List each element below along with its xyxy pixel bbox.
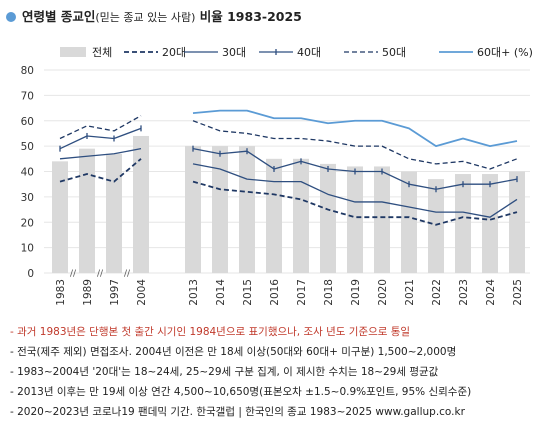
legend-label: 50대 xyxy=(382,46,406,59)
title-sub: (믿는 종교 있는 사람) xyxy=(95,11,196,24)
series-line-4-1 xyxy=(192,109,518,148)
x-tick-label: 1997 xyxy=(109,279,121,306)
bar-1989 xyxy=(79,148,95,273)
bar-2019 xyxy=(347,166,363,273)
series-line-0-0 xyxy=(59,158,142,183)
axis-break-mark: // xyxy=(124,269,131,279)
x-tick-label: 1989 xyxy=(82,279,94,306)
legend: 전체 20대 30대 40대 50대 60대+ (%) xyxy=(60,46,533,59)
series-line-3-0 xyxy=(59,115,142,140)
bar-2022 xyxy=(428,179,444,273)
legend-label: 전체 xyxy=(92,46,112,59)
y-tick-label: 0 xyxy=(27,268,34,280)
grid xyxy=(44,69,530,274)
series-line-3-1 xyxy=(192,120,518,170)
bar-2025 xyxy=(509,171,525,273)
title-main: 연령별 종교인 xyxy=(22,9,96,24)
bullet-icon xyxy=(6,12,16,22)
bars xyxy=(52,135,525,273)
x-tick-label: 2019 xyxy=(350,279,362,306)
bar-1997 xyxy=(106,153,122,273)
axis-break-mark: // xyxy=(70,269,77,279)
note-2: - 전국(제주 제외) 면접조사. 2004년 이전은 만 18세 이상(50대… xyxy=(10,346,457,358)
x-tick-label: 1983 xyxy=(55,279,67,306)
bar-2017 xyxy=(293,158,309,273)
bar-2023 xyxy=(455,174,471,273)
x-tick-label: 2020 xyxy=(377,279,389,306)
note-5: - 2020~2023년 코로나19 팬데믹 기간. 한국갤럽 | 한국인의 종… xyxy=(10,406,465,418)
x-tick-label: 2018 xyxy=(323,279,335,306)
y-tick-label: 20 xyxy=(21,217,34,229)
series-line-1-1 xyxy=(192,163,518,218)
note-4: - 2013년 이후는 만 19세 이상 연간 4,500~10,650명(표본… xyxy=(10,386,472,398)
bar-2013 xyxy=(185,146,201,273)
x-tick-label: 2025 xyxy=(512,279,524,306)
x-tick-label: 2004 xyxy=(136,279,148,306)
y-tick-label: 40 xyxy=(21,167,34,179)
axis-break-mark: // xyxy=(97,269,104,279)
x-tick-label: 2014 xyxy=(215,279,227,306)
legend-label: 60대+ (%) xyxy=(477,46,533,59)
y-tick-label: 80 xyxy=(21,65,34,77)
bar-2014 xyxy=(212,146,228,273)
bar-2004 xyxy=(133,135,149,273)
x-tick-label: 2024 xyxy=(485,279,497,306)
x-tick-label: 2021 xyxy=(404,279,416,306)
y-tick-label: 30 xyxy=(21,192,34,204)
series-line-2-0 xyxy=(59,127,142,150)
legend-swatch-bar xyxy=(60,47,86,57)
footnotes: - 과거 1983년은 단행본 첫 출간 시기인 1984년으로 표기했으나, … xyxy=(10,322,540,422)
series-line-0-1 xyxy=(192,180,518,226)
note-3: - 1983~2004년 '20대'는 18~24세, 25~29세 구분 집계… xyxy=(10,366,439,378)
lines xyxy=(59,109,518,226)
bar-2018 xyxy=(320,163,336,273)
y-tick-label: 10 xyxy=(21,243,34,255)
y-tick-label: 70 xyxy=(21,90,34,102)
note-1: - 과거 1983년은 단행본 첫 출간 시기인 1984년으로 표기했으나, … xyxy=(10,326,411,338)
bar-2016 xyxy=(266,158,282,273)
chart-area: 0 10 20 30 40 50 60 70 80 1983 1989 1997 2004 2013 201… xyxy=(21,46,533,306)
y-tick-label: 50 xyxy=(21,141,34,153)
bar-2020 xyxy=(374,166,390,273)
legend-label: 30대 xyxy=(222,46,246,59)
axis: 0 10 20 30 40 50 60 70 80 1983 1989 1997 2004 2013 201… xyxy=(21,65,524,306)
legend-label: 20대 xyxy=(162,46,186,59)
bar-2021 xyxy=(401,171,417,273)
x-tick-label: 2015 xyxy=(242,279,254,306)
bar-2015 xyxy=(239,146,255,273)
x-tick-label: 2016 xyxy=(269,279,281,306)
x-tick-label: 2013 xyxy=(188,279,200,306)
x-tick-label: 2017 xyxy=(296,279,308,306)
bar-2024 xyxy=(482,174,498,273)
y-tick-label: 60 xyxy=(21,116,34,128)
bar-1983 xyxy=(52,161,68,273)
x-tick-label: 2023 xyxy=(458,279,470,306)
x-tick-label: 2022 xyxy=(431,279,443,306)
chart-title: 연령별 종교인(믿는 종교 있는 사람) 비율 1983-2025 xyxy=(6,6,302,26)
title-rest: 비율 1983-2025 xyxy=(195,9,302,24)
series-line-1-0 xyxy=(59,148,142,160)
legend-label: 40대 xyxy=(297,46,321,59)
